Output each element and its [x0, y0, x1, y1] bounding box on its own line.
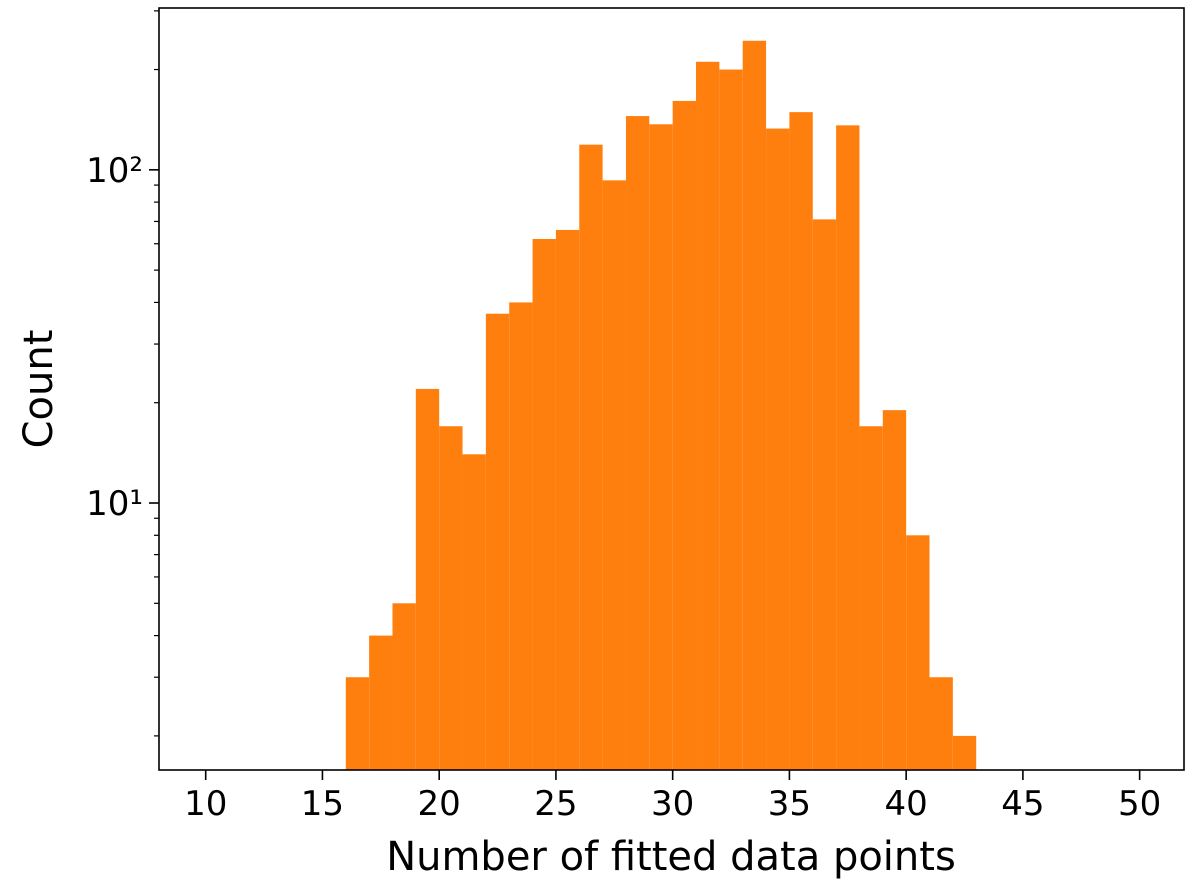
- bar: [906, 535, 930, 770]
- bar: [649, 124, 673, 770]
- bar: [672, 100, 697, 770]
- bar: [812, 219, 837, 770]
- bar: [415, 388, 440, 770]
- y-axis-label: Count: [16, 330, 62, 449]
- x-tick-label: 40: [885, 784, 928, 824]
- x-tick-label: 35: [768, 784, 811, 824]
- x-axis-label: Number of fitted data points: [386, 834, 956, 880]
- bar: [859, 426, 883, 770]
- x-tick-label: 10: [184, 784, 227, 824]
- bar: [369, 635, 393, 770]
- x-tick-label: 30: [651, 784, 694, 824]
- bar: [952, 735, 977, 770]
- bar: [579, 144, 603, 770]
- bar: [532, 239, 556, 770]
- y-tick-label: 10¹: [86, 484, 143, 524]
- x-tick-label: 20: [418, 784, 461, 824]
- bar: [602, 180, 626, 771]
- bar: [719, 69, 743, 770]
- y-tick-label: 10²: [86, 151, 143, 191]
- plot-frame: [158, 7, 1185, 771]
- bar: [485, 313, 510, 770]
- bar: [555, 229, 580, 771]
- x-tick-label: 50: [1118, 784, 1161, 824]
- bar: [789, 112, 813, 771]
- bar: [882, 410, 907, 770]
- bar: [509, 302, 533, 770]
- x-tick-label: 15: [301, 784, 344, 824]
- bar: [766, 128, 790, 770]
- x-tick-label: 45: [1001, 784, 1044, 824]
- bar: [742, 40, 767, 770]
- bar: [929, 677, 953, 770]
- x-tick-label: 25: [534, 784, 577, 824]
- bar: [696, 61, 720, 770]
- bar: [392, 603, 416, 770]
- bar: [625, 116, 650, 770]
- bar: [462, 454, 486, 770]
- bar: [345, 677, 370, 770]
- bar: [439, 426, 463, 770]
- bar: [836, 125, 860, 770]
